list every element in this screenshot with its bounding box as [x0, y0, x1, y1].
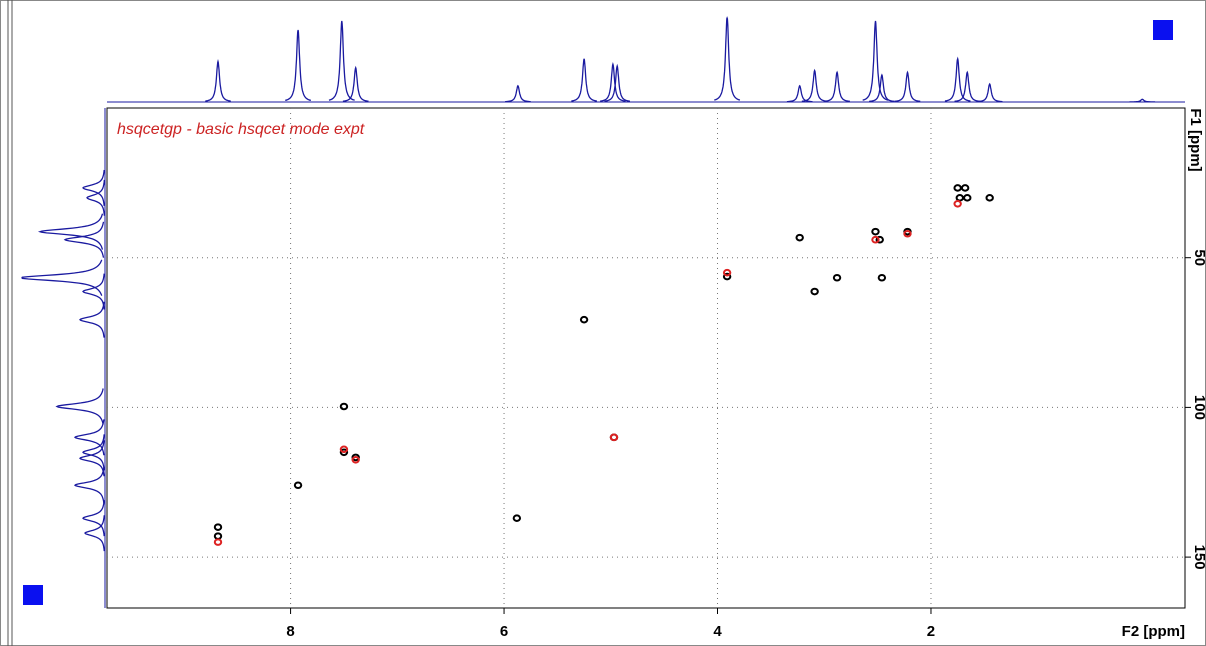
- cross-peak: [722, 268, 732, 277]
- f1-peak: [79, 301, 105, 338]
- f2-peak: [954, 70, 981, 102]
- f2-peak: [505, 84, 531, 103]
- cross-peak: [875, 235, 884, 244]
- cross-peak: [213, 523, 223, 531]
- cross-peak: [213, 538, 223, 546]
- cross-peak: [512, 514, 522, 522]
- cross-peak: [339, 402, 349, 411]
- f1-peak: [73, 419, 105, 456]
- x-axis-label: F2 [ppm]: [1122, 623, 1185, 640]
- f2-peak: [976, 82, 1003, 103]
- f2-peak: [571, 58, 597, 102]
- f2-peak: [801, 68, 828, 102]
- cross-peak: [871, 227, 880, 236]
- f1-peak: [82, 434, 105, 471]
- cross-peak: [579, 315, 589, 324]
- f2-peak: [1129, 98, 1156, 103]
- cross-peak: [877, 273, 887, 282]
- f1-peak: [82, 500, 105, 537]
- f2-peak: [824, 70, 850, 102]
- y-tick-label: 50: [1191, 249, 1206, 266]
- f2-peak: [604, 63, 630, 102]
- y-tick-label: 150: [1191, 545, 1206, 570]
- f1-peak: [55, 388, 104, 425]
- f2-peak: [342, 65, 369, 102]
- f2-peak: [714, 16, 741, 101]
- f2-peak: [894, 70, 921, 102]
- f1-peak: [37, 213, 104, 250]
- y-axis-label: F1 [ppm]: [1187, 108, 1204, 171]
- cross-peak: [722, 272, 732, 281]
- f2-peak: [205, 59, 231, 102]
- corner-handle[interactable]: [23, 585, 43, 605]
- chart-title: hsqcetgp - basic hsqcet mode expt: [117, 121, 365, 138]
- f2-peak: [599, 61, 626, 102]
- f1-peak: [82, 169, 105, 207]
- x-tick-label: 2: [927, 623, 935, 640]
- f2-peak: [862, 20, 889, 101]
- cross-peak: [985, 194, 994, 202]
- cross-peak: [832, 273, 842, 282]
- f2-peak: [285, 29, 312, 102]
- x-tick-label: 8: [286, 623, 294, 640]
- cross-peak: [339, 445, 349, 454]
- f2-peak: [786, 84, 813, 103]
- cross-peak: [963, 194, 972, 202]
- cross-peak: [903, 229, 912, 238]
- f2-peak: [869, 73, 895, 103]
- cross-peak: [351, 455, 360, 464]
- cross-peak: [871, 235, 880, 244]
- x-tick-label: 4: [713, 623, 722, 640]
- f1-peak: [21, 259, 103, 296]
- f1-peak: [73, 467, 105, 504]
- cross-peak: [339, 448, 349, 457]
- x-tick-label: 6: [500, 623, 508, 640]
- f2-peak: [944, 56, 971, 102]
- cross-peak: [795, 233, 804, 242]
- corner-handle[interactable]: [1153, 20, 1173, 40]
- f1-peak: [86, 179, 105, 216]
- cross-peak: [953, 200, 962, 208]
- f1-peak: [63, 221, 105, 258]
- cross-peak: [960, 184, 970, 192]
- cross-peak: [953, 184, 962, 192]
- cross-peak: [609, 433, 619, 442]
- f1-peak: [84, 515, 105, 552]
- y-tick-label: 100: [1191, 395, 1206, 420]
- cross-peak: [810, 287, 819, 296]
- cross-peak: [293, 481, 303, 490]
- plot-frame: [106, 107, 1186, 609]
